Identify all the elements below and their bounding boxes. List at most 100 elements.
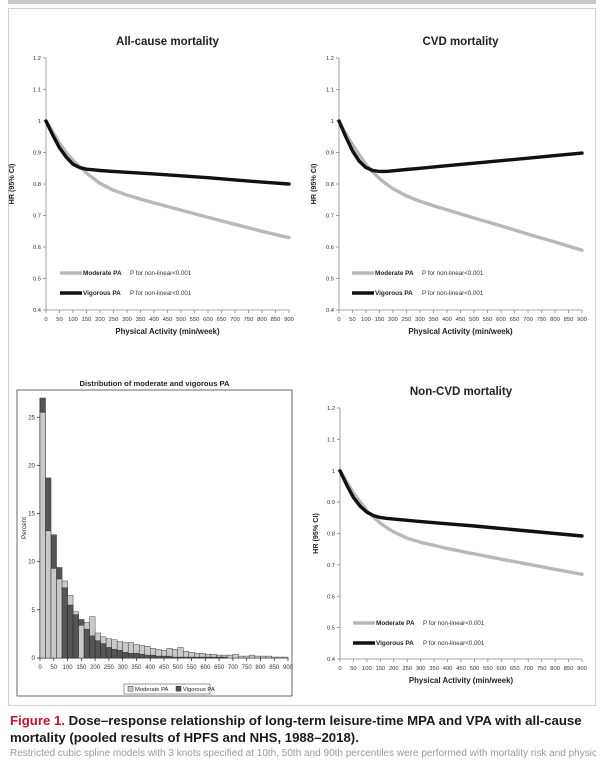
series-vigorous-pa-line: [338, 469, 584, 538]
x-tick-label: 100: [68, 317, 78, 323]
chart-non-cvd-mortality: Non-CVD mortality 0.4 0.5 0.6 0.7 0.8 0.9 1 1.1 1…: [311, 386, 587, 685]
x-tick-label: 350: [429, 317, 439, 323]
moderate-pa-bar: [39, 412, 46, 659]
moderate-pa-bar: [282, 656, 289, 659]
legend-label: Moderate PA: [83, 270, 122, 277]
vigorous-pa-bar: [188, 656, 195, 659]
vigorous-pa-bar: [89, 635, 96, 659]
vigorous-pa-bar: [83, 628, 90, 659]
y-tick-label: 5: [32, 607, 36, 614]
x-tick-label: 500: [176, 317, 186, 323]
legend-note: P for non-linear<0.001: [423, 640, 485, 647]
x-tick-label: 550: [483, 666, 493, 672]
vigorous-pa-bar: [94, 640, 101, 659]
vigorous-pa-bar: [150, 654, 156, 659]
x-tick-label: 650: [510, 666, 520, 672]
x-tick-label: 400: [145, 665, 156, 671]
y-tick-label: 1.1: [326, 88, 334, 94]
chart-title: Distribution of moderate and vigorous PA: [79, 379, 230, 388]
x-tick-label: 550: [483, 317, 493, 323]
x-tick-label: 150: [375, 666, 385, 672]
legend-label: Moderate PA: [375, 270, 414, 277]
figure-label: Figure 1.: [10, 713, 65, 728]
x-tick-label: 0: [44, 317, 47, 323]
y-tick-label: 1.1: [327, 437, 335, 443]
x-tick-label: 100: [362, 666, 372, 672]
legend-note: P for non-linear<0.001: [130, 270, 192, 277]
vigorous-pa-bar: [111, 649, 118, 659]
vigorous-pa-bar: [210, 656, 217, 659]
y-tick-label: 0.7: [326, 214, 334, 220]
x-tick-label: 750: [242, 665, 253, 671]
vigorous-pa-bar: [67, 604, 74, 659]
x-tick-label: 750: [537, 317, 547, 323]
y-tick-label: 0: [32, 655, 36, 662]
figure-caption: Figure 1. Dose–response relationship of …: [10, 712, 596, 746]
vigorous-pa-bar: [100, 643, 107, 659]
y-tick-label: 15: [28, 511, 35, 518]
x-tick-label: 300: [416, 666, 426, 672]
caption-text: Dose–response relationship of long-term …: [10, 713, 582, 745]
x-tick-label: 500: [173, 665, 184, 671]
vigorous-pa-bar: [155, 655, 162, 659]
x-tick-label: 300: [118, 665, 129, 671]
y-tick-label: 0.7: [327, 563, 335, 569]
x-tick-label: 900: [283, 665, 294, 671]
moderate-pa-bar: [260, 655, 267, 659]
x-tick-label: 850: [271, 317, 281, 323]
x-tick-label: 800: [550, 317, 560, 323]
vigorous-pa-bar: [177, 656, 184, 659]
legend-box: [123, 683, 211, 695]
x-tick-label: 350: [131, 665, 142, 671]
vigorous-pa-bar: [116, 650, 123, 659]
x-tick-label: 900: [577, 317, 587, 323]
series-vigorous-pa-line: [44, 119, 291, 186]
x-tick-label: 450: [163, 317, 173, 323]
x-tick-label: 300: [122, 317, 132, 323]
y-tick-label: 0.9: [327, 500, 335, 506]
x-tick-label: 250: [104, 665, 115, 671]
moderate-pa-bar: [45, 530, 52, 659]
vigorous-pa-bar: [194, 656, 201, 659]
moderate-pa-bar: [177, 647, 184, 659]
x-tick-label: 150: [375, 317, 385, 323]
vigorous-pa-bar: [138, 653, 145, 659]
y-tick-label: 25: [28, 414, 35, 421]
legend-label: Vigorous PA: [83, 290, 121, 297]
legend-note: P for non-linear<0.001: [422, 290, 484, 297]
x-tick-label: 200: [95, 317, 105, 323]
x-tick-label: 750: [537, 666, 547, 672]
x-tick-label: 50: [56, 317, 62, 323]
x-axis-label: Physical Activity (min/week): [115, 327, 220, 336]
legend-swatch: [175, 686, 182, 692]
y-tick-label: 0.4: [326, 308, 335, 314]
legend-label: Vigorous PA: [183, 687, 215, 693]
x-tick-label: 400: [443, 666, 453, 672]
vigorous-pa-bar: [221, 656, 228, 659]
x-tick-label: 550: [190, 317, 200, 323]
moderate-pa-bar: [254, 655, 261, 659]
x-axis-label: Physical Activity (min/week): [408, 327, 513, 336]
x-tick-label: 100: [361, 317, 371, 323]
chart-cvd-mortality: CVD mortality 0.4 0.5 0.6 0.7 0.8 0.9 1 1.1 1.2 0 5…: [309, 36, 587, 336]
y-tick-label: 0.9: [326, 151, 334, 157]
y-tick-label: 0.7: [33, 214, 41, 220]
moderate-pa-bar: [265, 655, 272, 659]
x-tick-label: 250: [402, 666, 412, 672]
x-tick-label: 450: [456, 666, 466, 672]
y-tick-label: 1.1: [33, 88, 41, 94]
y-tick-label: 0.8: [326, 182, 334, 188]
moderate-pa-bar: [232, 653, 239, 659]
x-tick-label: 650: [217, 317, 227, 323]
x-tick-label: 700: [523, 317, 533, 323]
y-tick-label: 0.6: [33, 245, 41, 251]
y-tick-label: 0.4: [33, 308, 42, 314]
x-tick-label: 50: [50, 665, 57, 671]
x-tick-label: 500: [469, 317, 479, 323]
x-tick-label: 700: [230, 317, 240, 323]
y-tick-label: 0.8: [33, 182, 41, 188]
x-tick-label: 600: [203, 317, 213, 323]
chart-pa-distribution: Distribution of moderate and vigorous PA…: [16, 379, 294, 697]
moderate-pa-bar: [56, 578, 63, 659]
moderate-pa-bar: [227, 654, 234, 659]
